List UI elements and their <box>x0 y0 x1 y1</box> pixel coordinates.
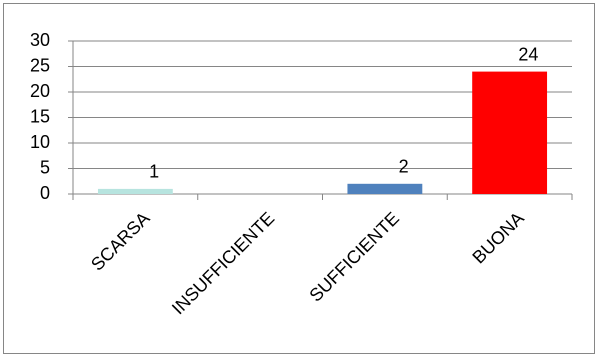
y-tick-label: 10 <box>30 132 50 152</box>
bar <box>347 183 423 194</box>
y-tick-label: 30 <box>30 30 50 50</box>
y-tick-label: 0 <box>40 183 50 203</box>
data-label: 1 <box>149 162 159 182</box>
y-tick-label: 15 <box>30 106 50 126</box>
bar <box>97 188 173 194</box>
bar <box>472 71 548 194</box>
y-tick-label: 20 <box>30 81 50 101</box>
y-tick-label: 25 <box>30 55 50 75</box>
y-tick-label: 5 <box>40 157 50 177</box>
data-label: 24 <box>518 44 538 64</box>
data-label: 2 <box>399 157 409 177</box>
